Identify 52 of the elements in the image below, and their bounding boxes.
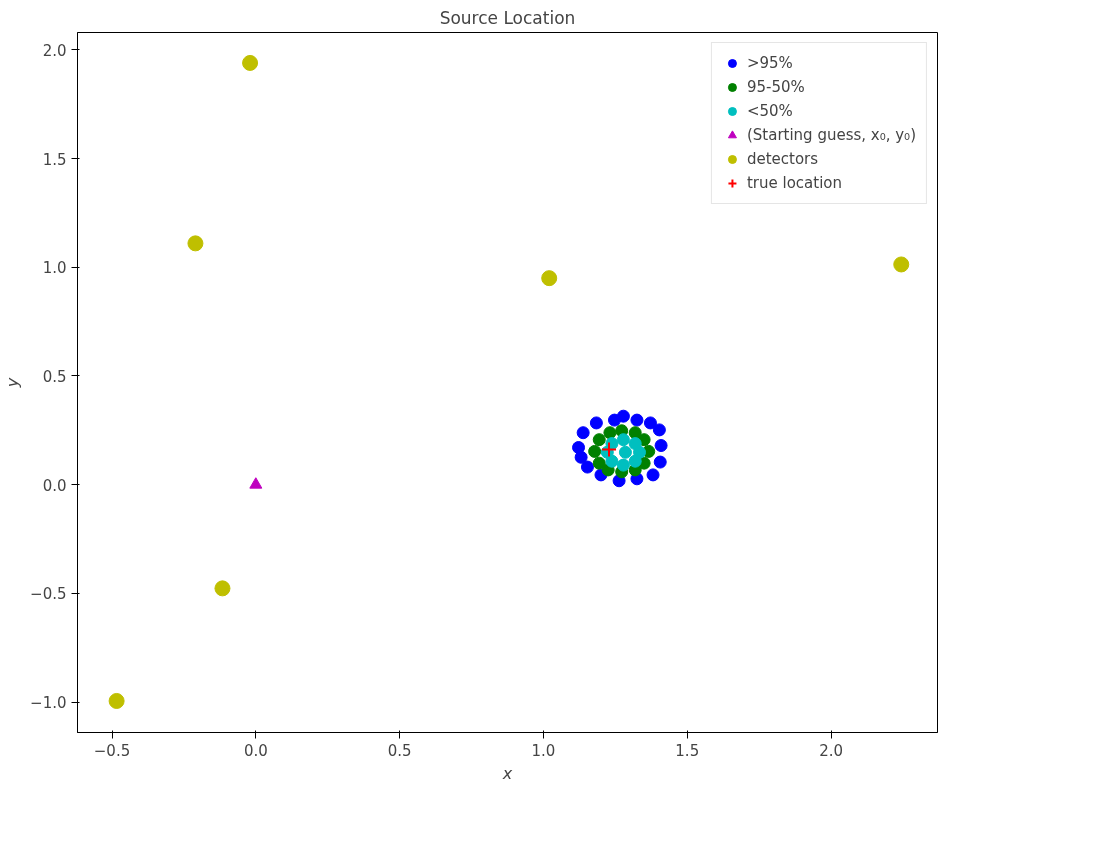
x-axis-title: x (501, 763, 513, 783)
point (616, 458, 630, 472)
point (588, 444, 602, 458)
point (108, 692, 125, 709)
point (605, 454, 619, 468)
legend-label: detectors (746, 150, 819, 168)
x-tick-label: 1.0 (531, 741, 556, 760)
y-tick-label: 1.5 (42, 150, 67, 169)
point (592, 433, 606, 447)
point (628, 454, 642, 468)
point (601, 441, 618, 458)
point (576, 426, 590, 440)
legend-label: >95% (746, 54, 793, 72)
x-tick-label: 2.0 (819, 741, 844, 760)
point (214, 580, 231, 597)
point (618, 445, 632, 459)
point (572, 441, 586, 454)
x-tick-label: 0.0 (243, 741, 268, 760)
x-tick-label: 1.5 (675, 741, 700, 760)
point (249, 477, 263, 489)
point (541, 270, 558, 287)
point (603, 426, 617, 440)
point (580, 460, 594, 474)
point (633, 445, 647, 459)
point (589, 416, 603, 430)
point (616, 433, 630, 447)
y-tick-label: 0.5 (42, 367, 67, 386)
y-tick-label: −1.0 (30, 694, 67, 713)
chart-title: Source Location (439, 7, 576, 28)
x-tick-label: −0.5 (93, 741, 131, 760)
point (893, 256, 910, 273)
y-tick-label: −0.5 (30, 585, 67, 604)
legend-label: (Starting guess, x₀, y₀) (746, 126, 916, 144)
point (592, 456, 606, 470)
y-tick-label: 2.0 (42, 41, 67, 60)
point (630, 413, 644, 427)
point (653, 455, 667, 469)
y-tick-label: 1.0 (42, 259, 67, 278)
y-axis-title: y (3, 377, 23, 389)
point (654, 439, 668, 453)
x-tick-label: 0.5 (387, 741, 412, 760)
legend-label: <50% (746, 102, 793, 120)
point (242, 54, 259, 71)
legend-label: 95-50% (746, 78, 805, 96)
point (643, 416, 657, 430)
point (646, 468, 660, 482)
point (574, 450, 588, 464)
point (187, 235, 204, 252)
y-tick-label: 0.0 (42, 476, 67, 495)
legend-label: true location (746, 174, 843, 192)
point (616, 409, 630, 423)
point (652, 423, 666, 437)
